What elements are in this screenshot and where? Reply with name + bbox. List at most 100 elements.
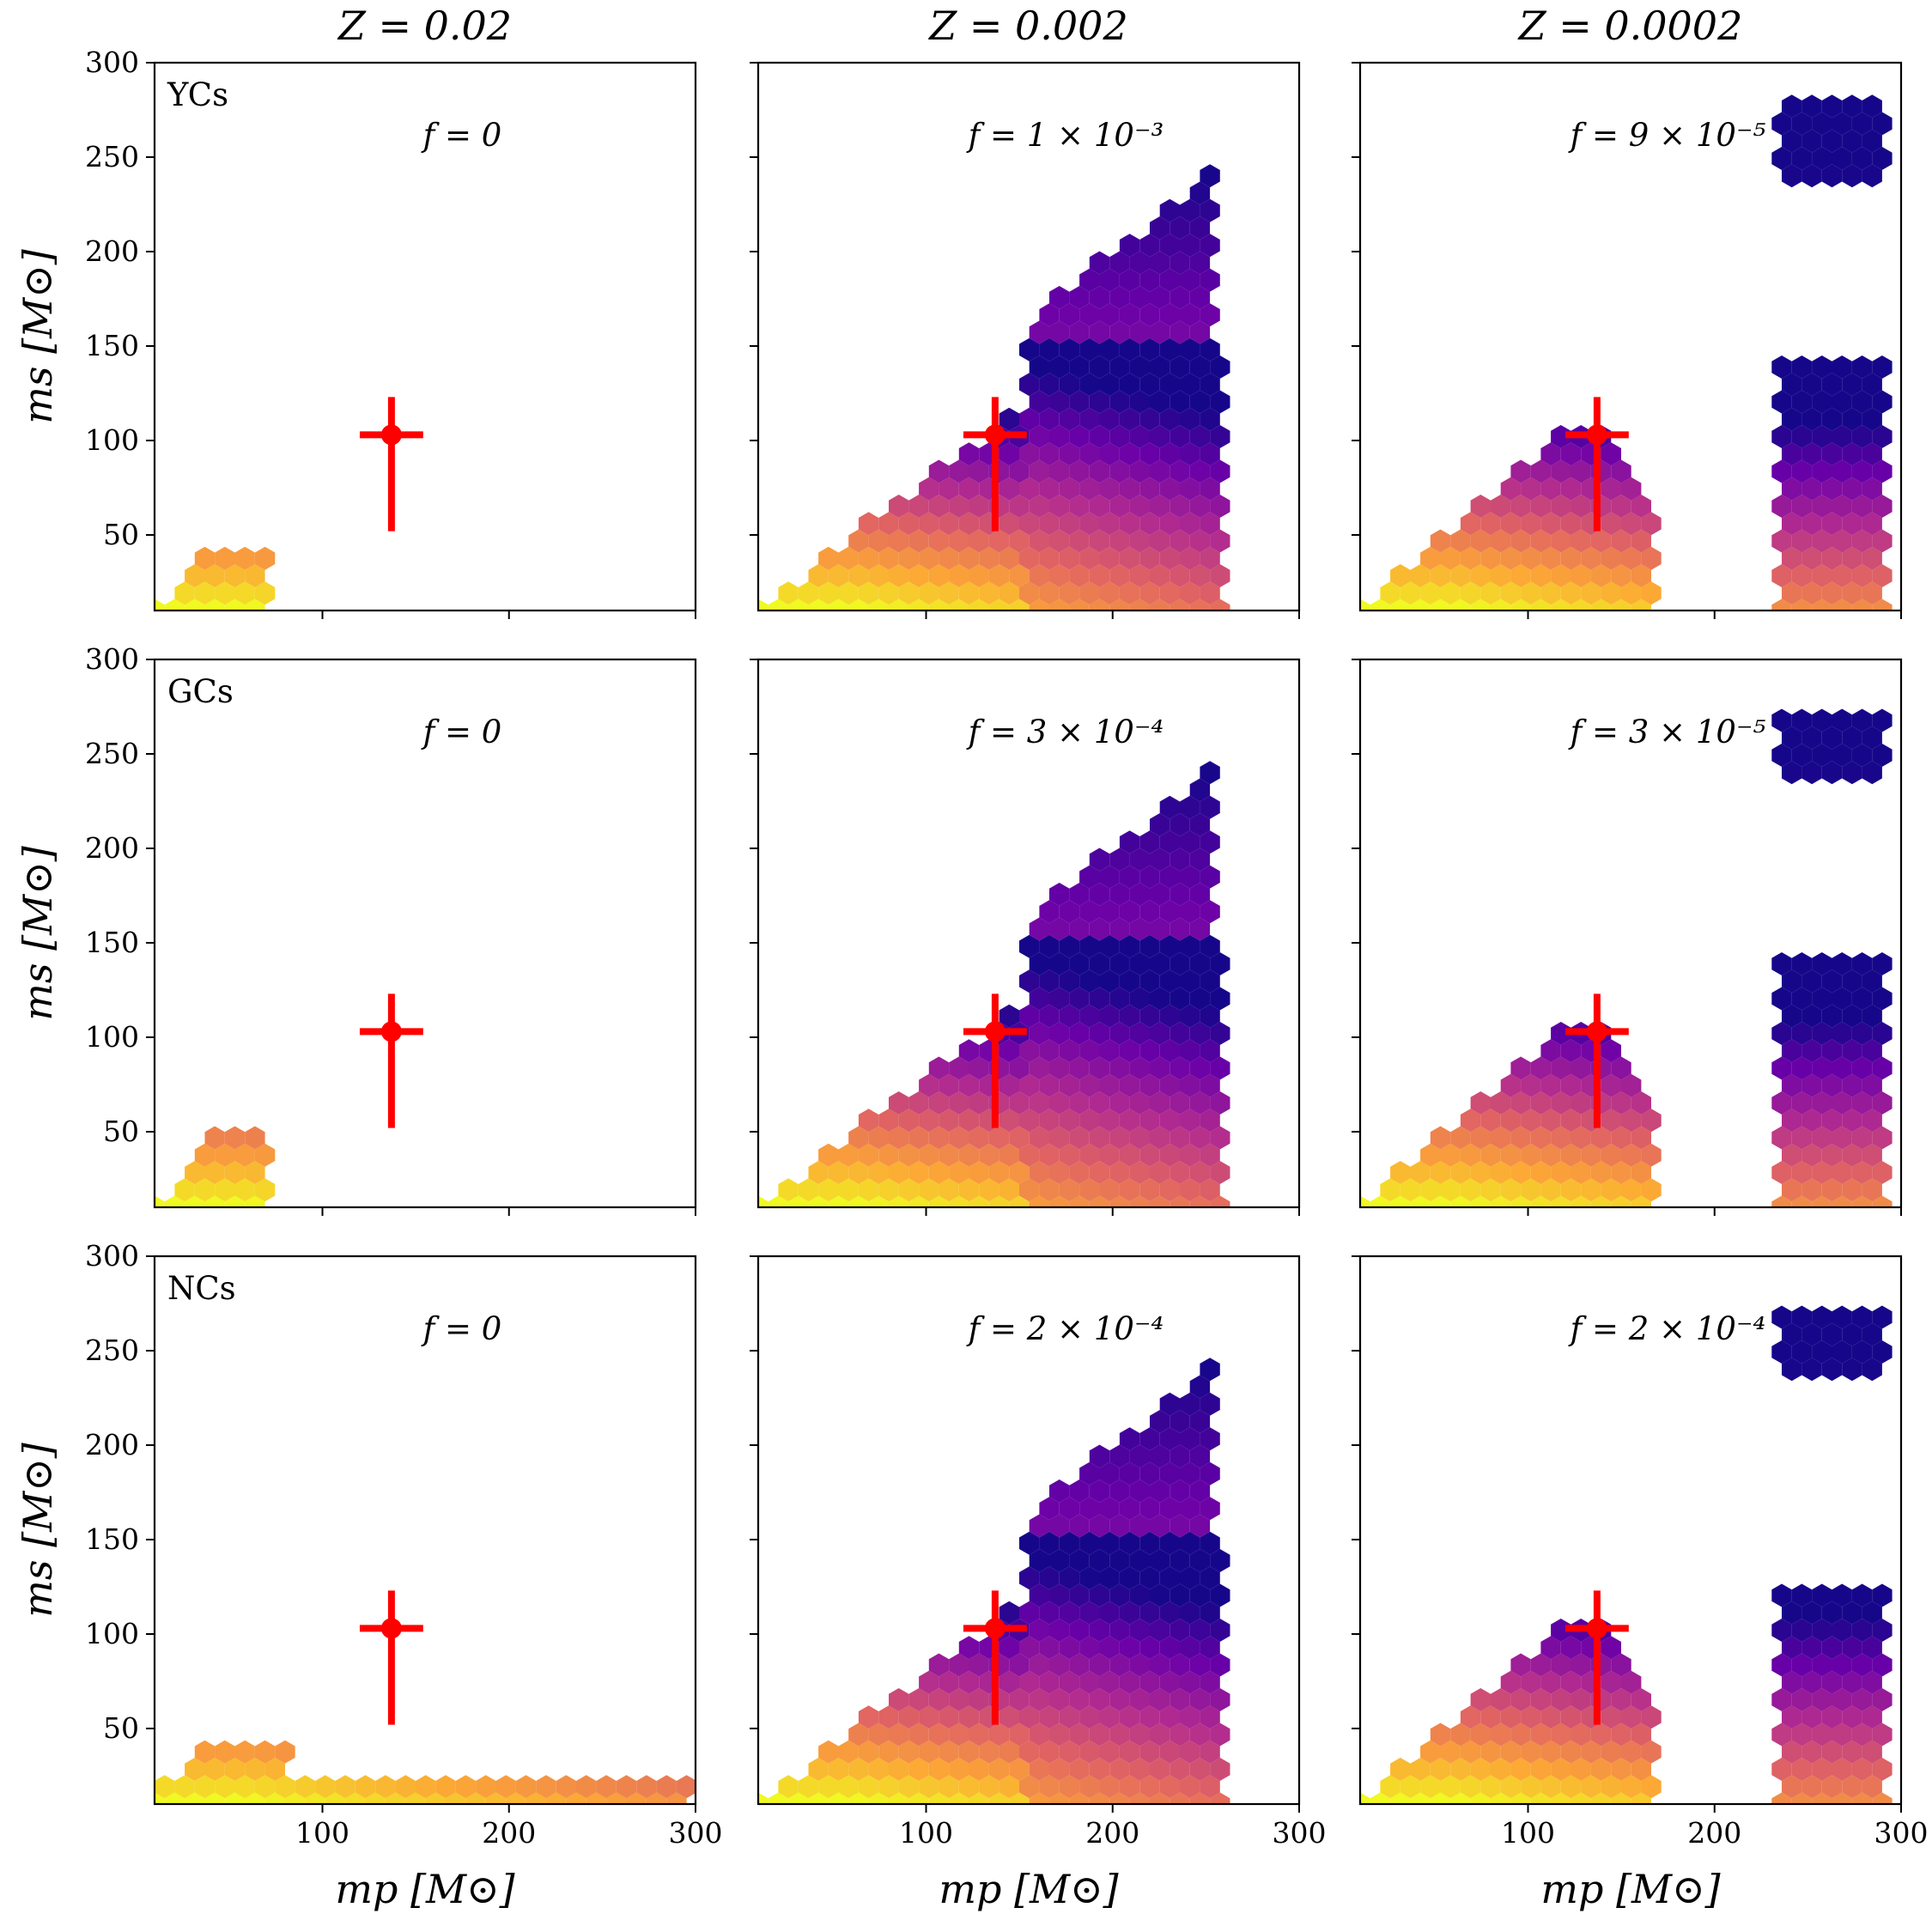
hexbin <box>1782 1775 1802 1799</box>
hexbin <box>1782 94 1802 118</box>
hexbin <box>1621 1143 1642 1167</box>
hexbin <box>999 1740 1019 1764</box>
hexbin <box>958 477 980 501</box>
hexbin <box>1812 1619 1832 1642</box>
hexbin <box>969 1758 989 1781</box>
hexbin <box>1180 373 1200 397</box>
hexbin <box>1109 355 1130 379</box>
hexbin <box>1782 1004 1802 1028</box>
hexbin <box>1180 795 1200 819</box>
hexbin <box>1099 1601 1120 1625</box>
hexbin <box>1801 1109 1822 1133</box>
hexbin <box>1079 303 1100 327</box>
hexbin <box>949 529 969 553</box>
hexbin <box>1510 1091 1531 1115</box>
hexbin <box>1069 1653 1090 1677</box>
hexbin <box>185 1195 205 1207</box>
hexbin <box>1049 1549 1070 1572</box>
hexbin <box>1119 969 1140 993</box>
hexbin <box>1480 1178 1501 1202</box>
hexbin <box>1099 407 1120 431</box>
hexbin <box>1019 1636 1040 1660</box>
hexbin <box>1540 442 1561 466</box>
hexbin <box>1621 1109 1642 1133</box>
hexbin <box>1812 1583 1832 1607</box>
hexbin <box>1109 1056 1130 1080</box>
hexbin <box>949 459 969 483</box>
hexbin <box>1460 1705 1481 1729</box>
hexbin <box>1170 251 1190 275</box>
hexbin <box>1059 969 1080 993</box>
hexbin <box>1119 900 1140 924</box>
hexbin <box>1099 1143 1120 1167</box>
hexbin <box>1079 1775 1100 1799</box>
hexbin <box>838 1143 859 1167</box>
hexbin <box>1019 1109 1040 1133</box>
hexbin <box>1119 477 1140 501</box>
hexbin <box>1099 546 1120 570</box>
hexbin <box>325 1792 346 1804</box>
hexbin <box>949 1161 969 1184</box>
hexbin <box>1842 164 1862 188</box>
hexbin <box>1611 598 1631 611</box>
hexbin <box>1009 1161 1030 1184</box>
hexbin <box>999 1109 1019 1133</box>
hexbin <box>1129 390 1150 414</box>
hexbin <box>858 1740 879 1764</box>
x-axis-label: mp [M⊙] <box>1540 1866 1720 1912</box>
hexbin <box>1129 1161 1150 1184</box>
hexbin <box>1851 1722 1873 1747</box>
hexbin <box>1049 1653 1070 1677</box>
hexbin <box>1791 598 1813 611</box>
hexbin <box>1139 1427 1160 1451</box>
hexbin <box>1862 1601 1882 1625</box>
hexbin <box>1450 1195 1471 1207</box>
hexbin <box>1611 495 1631 518</box>
hexbin <box>818 1178 839 1202</box>
hexbin <box>164 1792 185 1804</box>
hexbin <box>1150 1653 1170 1677</box>
hexbin <box>1099 1073 1120 1097</box>
hexbin <box>1019 1531 1040 1555</box>
hexbin <box>365 1792 386 1804</box>
hexbin <box>1631 1722 1651 1747</box>
hexbin <box>1851 1653 1873 1677</box>
hexbin <box>1180 1531 1200 1555</box>
observed-point <box>359 1590 423 1725</box>
hexbin <box>1200 512 1220 536</box>
hexbin <box>1159 1740 1180 1764</box>
hexbin <box>1611 564 1631 587</box>
hexbin <box>194 1740 216 1764</box>
hexbin <box>1109 598 1130 611</box>
hexbin <box>818 1740 839 1764</box>
hexbin <box>1069 1619 1090 1642</box>
hexbin <box>1851 1195 1873 1207</box>
hexbin <box>1801 1775 1822 1799</box>
hexbin <box>1801 726 1822 750</box>
hexbin <box>446 1792 466 1804</box>
hexbin <box>1049 529 1070 553</box>
hexbin <box>194 1775 216 1799</box>
hexbin <box>1420 1740 1441 1764</box>
hexbin <box>174 1775 195 1799</box>
hexbin <box>1049 1514 1070 1538</box>
hexbin <box>1530 1653 1552 1677</box>
hexbin <box>969 1056 989 1080</box>
hexbin <box>1510 1126 1531 1150</box>
hexbin <box>969 1091 989 1115</box>
hexbin <box>1119 1740 1140 1764</box>
y-tick-label: 200 <box>85 1428 139 1461</box>
hexbin <box>1470 1688 1491 1711</box>
y-tick-label: 200 <box>85 234 139 268</box>
hexbin <box>1089 1514 1110 1538</box>
hexbin <box>1621 1670 1642 1694</box>
hexbin <box>1812 459 1832 483</box>
f-value-label: f = 0 <box>421 714 502 750</box>
hexbin <box>1109 987 1130 1011</box>
hexbin <box>1812 952 1832 975</box>
hexbin <box>1571 1688 1591 1711</box>
hexbin <box>1832 1126 1852 1150</box>
hexbin <box>848 529 869 553</box>
